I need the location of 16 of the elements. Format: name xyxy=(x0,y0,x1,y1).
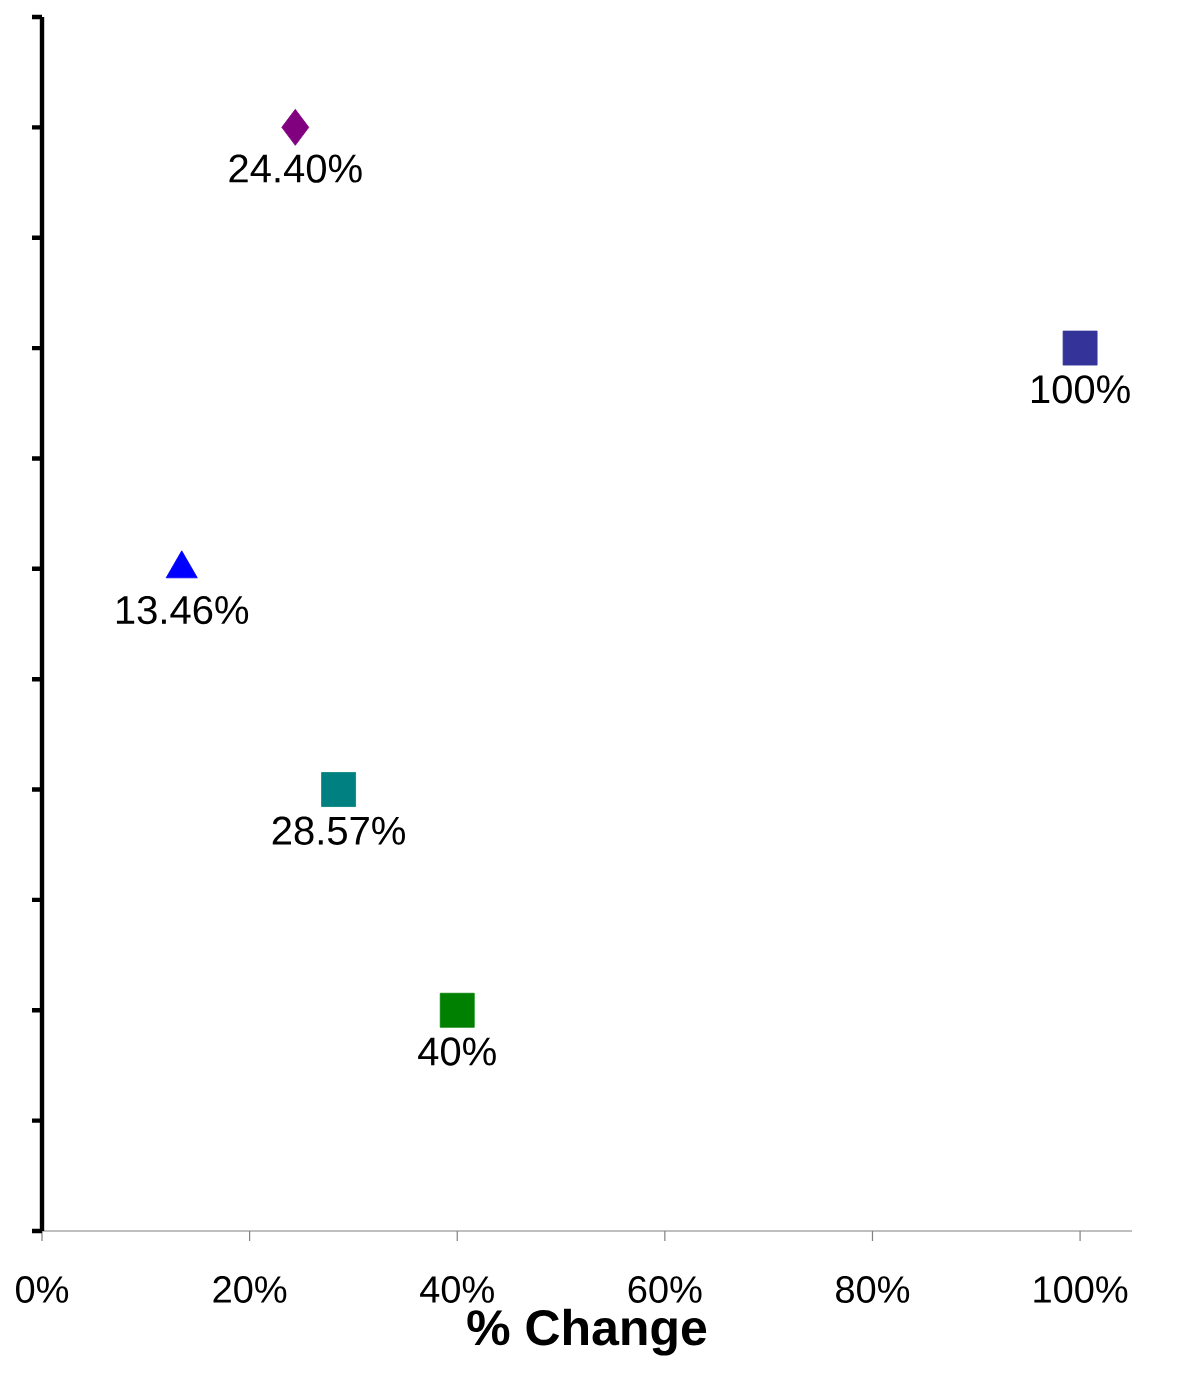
x-tick-label: 0% xyxy=(16,1276,69,1303)
data-label: 13.46% xyxy=(116,595,249,625)
data-label: 24.40% xyxy=(229,154,362,183)
x-tick-label: 40% xyxy=(420,1276,494,1303)
x-tick-label: 60% xyxy=(628,1276,702,1303)
x-tick-label: 80% xyxy=(836,1276,910,1303)
x-axis-title: % Change xyxy=(467,1308,707,1356)
data-label: 100% xyxy=(1031,375,1130,404)
data-label: 28.57% xyxy=(272,816,405,845)
point xyxy=(1062,330,1098,366)
point xyxy=(321,772,356,807)
x-tick-label: 100% xyxy=(1034,1276,1128,1303)
data-label: 40% xyxy=(418,1037,496,1066)
point xyxy=(439,992,475,1028)
x-tick-label: 20% xyxy=(213,1276,287,1303)
point xyxy=(281,108,310,146)
